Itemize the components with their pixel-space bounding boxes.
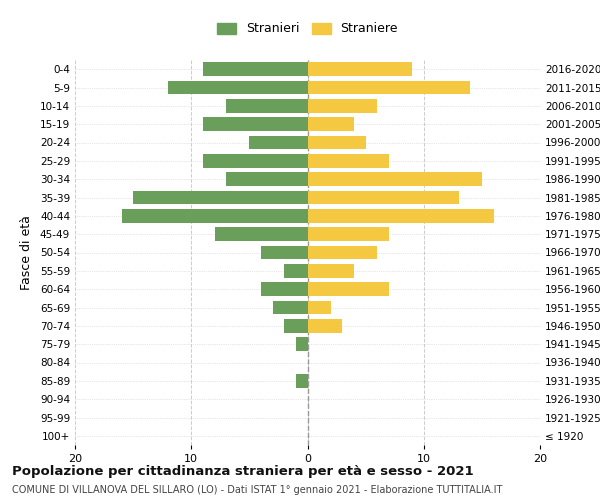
Bar bbox=[226, 172, 308, 186]
Bar bbox=[308, 264, 354, 278]
Bar bbox=[308, 246, 377, 260]
Bar bbox=[215, 228, 308, 241]
Bar bbox=[308, 118, 354, 131]
Bar bbox=[133, 190, 308, 204]
Bar bbox=[296, 374, 308, 388]
Bar bbox=[308, 172, 482, 186]
Bar bbox=[261, 282, 308, 296]
Bar bbox=[121, 209, 308, 222]
Bar bbox=[261, 246, 308, 260]
Y-axis label: Fasce di età: Fasce di età bbox=[20, 215, 33, 290]
Bar bbox=[203, 118, 308, 131]
Legend: Stranieri, Straniere: Stranieri, Straniere bbox=[211, 16, 404, 42]
Bar bbox=[308, 154, 389, 168]
Bar bbox=[250, 136, 308, 149]
Bar bbox=[308, 228, 389, 241]
Bar bbox=[203, 62, 308, 76]
Bar bbox=[308, 190, 458, 204]
Text: COMUNE DI VILLANOVA DEL SILLARO (LO) - Dati ISTAT 1° gennaio 2021 - Elaborazione: COMUNE DI VILLANOVA DEL SILLARO (LO) - D… bbox=[12, 485, 502, 495]
Bar bbox=[308, 282, 389, 296]
Bar bbox=[226, 99, 308, 112]
Bar bbox=[308, 80, 470, 94]
Bar bbox=[308, 209, 493, 222]
Bar bbox=[308, 319, 343, 332]
Text: Popolazione per cittadinanza straniera per età e sesso - 2021: Popolazione per cittadinanza straniera p… bbox=[12, 465, 473, 478]
Bar bbox=[203, 154, 308, 168]
Bar bbox=[272, 300, 308, 314]
Bar bbox=[284, 319, 308, 332]
Bar bbox=[296, 338, 308, 351]
Bar bbox=[308, 136, 365, 149]
Bar bbox=[308, 99, 377, 112]
Bar bbox=[308, 62, 412, 76]
Bar bbox=[168, 80, 308, 94]
Bar bbox=[308, 300, 331, 314]
Bar bbox=[284, 264, 308, 278]
